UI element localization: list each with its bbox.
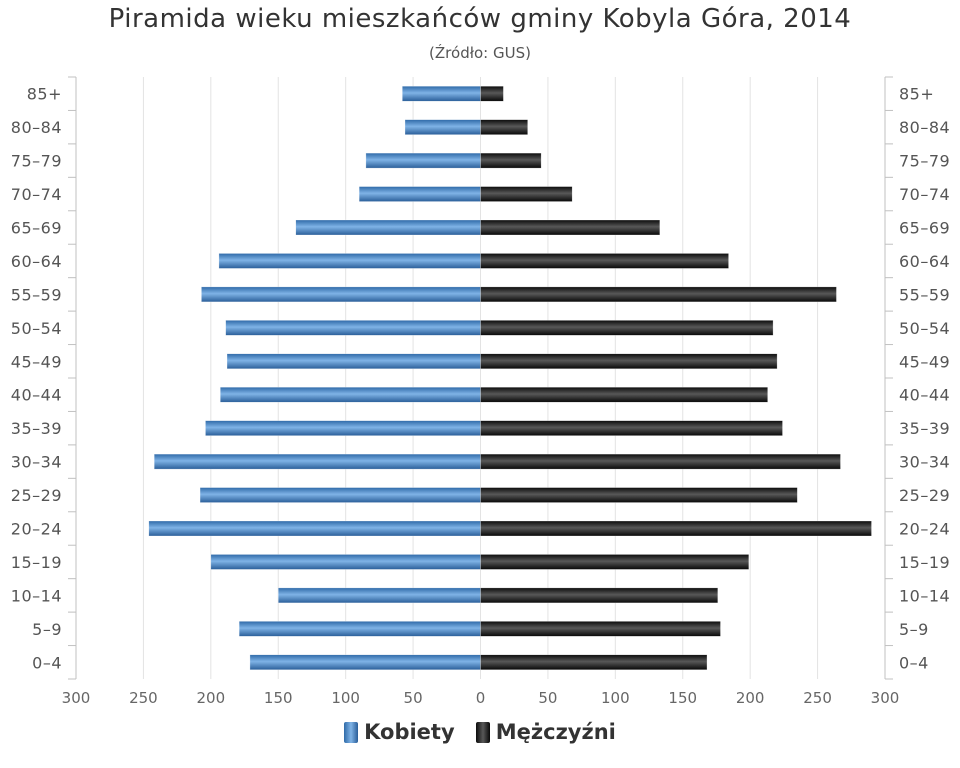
category-label-left: 60–64 (11, 252, 62, 271)
bar-kobiety (148, 520, 481, 537)
x-tick-label: 250 (803, 689, 832, 707)
bar-mezczyzni (480, 286, 837, 303)
bar-mezczyzni (480, 453, 841, 470)
category-label-right: 70–74 (899, 185, 950, 204)
chart-title: Piramida wieku mieszkańców gminy Kobyla … (108, 4, 852, 34)
bar-mezczyzni (480, 621, 721, 637)
category-label-right: 55–59 (899, 285, 950, 304)
category-label-right: 0–4 (899, 653, 929, 672)
category-label-left: 35–39 (11, 419, 62, 438)
bar-mezczyzni (480, 587, 719, 604)
bar-kobiety (278, 587, 481, 604)
legend-label-mezczyzni: Mężczyźni (495, 720, 616, 744)
category-label-left: 15–19 (11, 553, 62, 572)
category-label-left: 10–14 (11, 586, 62, 605)
category-label-right: 80–84 (899, 118, 950, 137)
legend-swatch-kobiety (344, 721, 359, 743)
bars-layer (148, 85, 872, 671)
category-label-left: 40–44 (11, 386, 62, 405)
category-label-right: 45–49 (899, 352, 950, 371)
x-tick-label: 250 (129, 689, 158, 707)
x-tick-label: 0 (476, 689, 486, 707)
category-label-left: 65–69 (11, 219, 62, 238)
bar-kobiety (225, 320, 481, 336)
bar-kobiety (226, 353, 481, 370)
category-label-left: 85+ (27, 85, 62, 104)
x-tick-label: 50 (538, 689, 557, 707)
bar-mezczyzni (480, 353, 778, 370)
category-label-left: 75–79 (11, 152, 62, 171)
x-tick-label: 100 (601, 689, 630, 707)
bar-mezczyzni (480, 219, 661, 236)
x-tick-label: 300 (62, 689, 91, 707)
category-label-right: 60–64 (899, 252, 950, 271)
bar-kobiety (199, 487, 481, 503)
bar-mezczyzni (480, 253, 729, 269)
legend-item-kobiety[interactable]: Kobiety (344, 720, 455, 744)
bar-kobiety (153, 453, 481, 470)
category-label-right: 40–44 (899, 386, 950, 405)
category-label-left: 50–54 (11, 319, 62, 338)
category-label-right: 20–24 (899, 520, 950, 539)
category-label-left: 80–84 (11, 118, 62, 137)
category-label-right: 25–29 (899, 486, 950, 505)
legend-swatch-mezczyzni (475, 721, 490, 743)
category-label-right: 15–19 (899, 553, 950, 572)
bar-mezczyzni (480, 554, 750, 570)
category-label-left: 0–4 (32, 653, 62, 672)
category-label-right: 5–9 (899, 620, 929, 639)
bar-mezczyzni (480, 152, 542, 169)
bar-mezczyzni (480, 420, 783, 436)
x-tick-label: 150 (264, 689, 293, 707)
bar-kobiety (218, 253, 481, 269)
population-pyramid-chart: 300 250 200 150 100 50 0 50 100 150 200 250 300 85+ 85… (11, 76, 950, 707)
category-label-right: 50–54 (899, 319, 950, 338)
bar-kobiety (205, 420, 481, 436)
legend-item-mezczyzni[interactable]: Mężczyźni (475, 720, 616, 744)
legend-label-kobiety: Kobiety (364, 720, 455, 744)
bar-kobiety (238, 621, 481, 637)
bar-kobiety (358, 186, 481, 202)
bar-mezczyzni (480, 654, 708, 671)
category-label-right: 65–69 (899, 219, 950, 238)
bar-kobiety (404, 119, 481, 135)
x-tick-label: 100 (331, 689, 360, 707)
bar-mezczyzni (480, 186, 573, 202)
bar-mezczyzni (480, 85, 504, 102)
axis-layer: 300 250 200 150 100 50 0 50 100 150 200 250 300 85+ 85… (11, 76, 950, 707)
category-label-right: 85+ (899, 85, 934, 104)
x-tick-label: 150 (668, 689, 697, 707)
bar-kobiety (220, 386, 481, 403)
bar-kobiety (295, 219, 481, 236)
category-label-right: 35–39 (899, 419, 950, 438)
x-tick-label: 200 (197, 689, 226, 707)
category-label-left: 25–29 (11, 486, 62, 505)
category-label-right: 30–34 (899, 453, 950, 472)
bar-mezczyzni (480, 520, 872, 537)
category-label-left: 20–24 (11, 520, 62, 539)
x-tick-label: 50 (404, 689, 423, 707)
category-label-right: 10–14 (899, 586, 950, 605)
bar-kobiety (201, 286, 481, 303)
bar-kobiety (210, 554, 481, 570)
category-label-left: 55–59 (11, 285, 62, 304)
bar-mezczyzni (480, 119, 528, 135)
bar-mezczyzni (480, 386, 768, 403)
bar-mezczyzni (480, 487, 798, 503)
bar-kobiety (249, 654, 481, 671)
bar-kobiety (402, 85, 481, 102)
bar-kobiety (365, 152, 481, 169)
bar-mezczyzni (480, 320, 774, 336)
legend: Kobiety Mężczyźni (0, 720, 960, 747)
category-label-left: 45–49 (11, 352, 62, 371)
chart-subtitle: (Źródło: GUS) (429, 44, 531, 62)
x-tick-label: 200 (736, 689, 765, 707)
category-label-left: 70–74 (11, 185, 62, 204)
x-tick-label: 300 (871, 689, 900, 707)
category-label-left: 5–9 (32, 620, 62, 639)
category-label-right: 75–79 (899, 152, 950, 171)
category-label-left: 30–34 (11, 453, 62, 472)
